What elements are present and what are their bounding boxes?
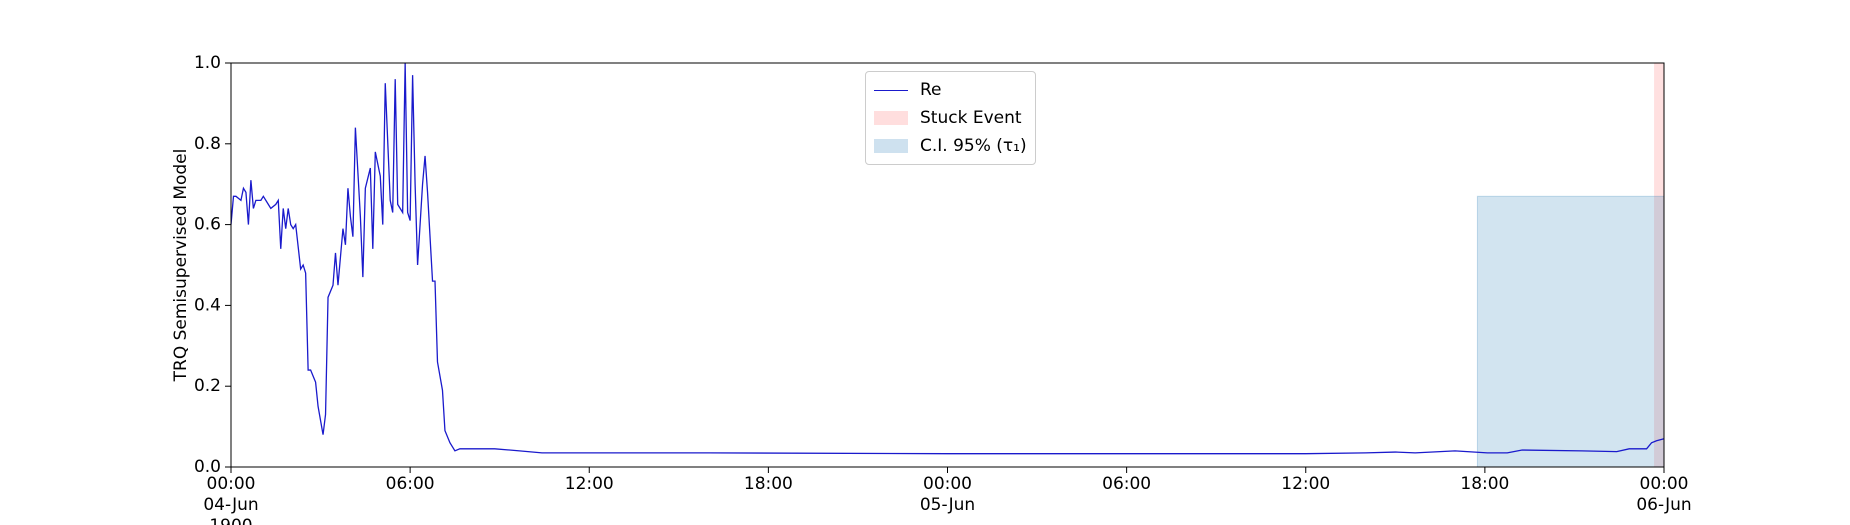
x-tick-label: 00:00 06-Jun — [1636, 474, 1692, 515]
legend-swatch — [874, 89, 908, 91]
y-tick-label: 0.0 — [194, 457, 221, 477]
span — [1654, 63, 1664, 467]
span — [1476, 195, 1665, 468]
y-tick-label: 1.0 — [194, 53, 221, 73]
x-tick-label: 18:00 — [743, 474, 793, 494]
x-tick-label: 18:00 — [1460, 474, 1510, 494]
x-tick-label: 06:00 — [385, 474, 435, 494]
y-axis-label: TRQ Semisupervised Model — [171, 149, 191, 383]
y-tick-label: 0.8 — [194, 134, 221, 154]
legend-label: Re — [920, 80, 942, 100]
legend: Re Stuck Event C.I. 95% (τ₁) — [865, 71, 1036, 165]
x-tick-label: 12:00 — [564, 474, 614, 494]
legend-swatch — [874, 111, 908, 125]
legend-entry: Re — [874, 76, 1027, 104]
y-tick-label: 0.4 — [194, 295, 221, 315]
line — [230, 62, 1665, 455]
x-tick-label: 12:00 — [1281, 474, 1331, 494]
y-tick-label: 0.2 — [194, 376, 221, 396]
legend-swatch — [874, 139, 908, 153]
x-tick-label: 06:00 — [1102, 474, 1152, 494]
legend-label: Stuck Event — [920, 108, 1022, 128]
legend-entry: C.I. 95% (τ₁) — [874, 132, 1027, 160]
x-tick-label: 00:00 05-Jun — [919, 474, 976, 515]
y-tick-label: 0.6 — [194, 215, 221, 235]
legend-entry: Stuck Event — [874, 104, 1027, 132]
legend-label: C.I. 95% (τ₁) — [920, 136, 1027, 156]
x-tick-label: 00:00 04-Jun 1900 — [203, 474, 259, 525]
